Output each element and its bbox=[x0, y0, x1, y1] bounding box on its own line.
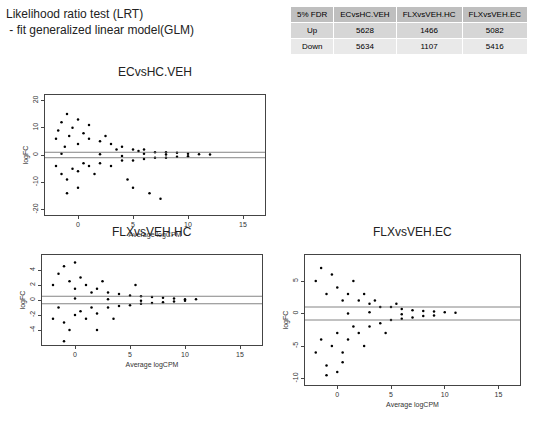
html-text:5% FDR: 5% FDR bbox=[297, 10, 328, 19]
svg-text:10: 10 bbox=[441, 391, 449, 398]
svg-text:10: 10 bbox=[32, 123, 39, 131]
html-text:5082: 5082 bbox=[485, 26, 504, 35]
svg-text:-4: -4 bbox=[29, 326, 36, 332]
html-text:5634: 5634 bbox=[356, 42, 374, 51]
svg-text:10: 10 bbox=[181, 351, 189, 358]
svg-text:5: 5 bbox=[131, 221, 135, 228]
svg-text:-5: -5 bbox=[292, 342, 299, 348]
svg-text:2: 2 bbox=[29, 282, 36, 286]
svg-text:0: 0 bbox=[76, 221, 80, 228]
svg-text:5: 5 bbox=[292, 278, 299, 282]
svg-text:5: 5 bbox=[128, 351, 132, 358]
html-text:Likelihood ratio test (LRT): Likelihood ratio test (LRT) bbox=[6, 7, 144, 21]
svg-text:ECvsHC.VEH: ECvsHC.VEH bbox=[118, 65, 192, 79]
html-text:- fit generalized linear model: - fit generalized linear model(GLM) bbox=[6, 23, 195, 37]
html-text:1466: 1466 bbox=[420, 26, 438, 35]
svg-text:FLXvsVEH.EC: FLXvsVEH.EC bbox=[373, 225, 452, 239]
svg-text:0: 0 bbox=[292, 310, 299, 314]
html-text:1107: 1107 bbox=[420, 42, 438, 51]
svg-text:-10: -10 bbox=[32, 176, 39, 186]
html-text:Down: Down bbox=[301, 42, 323, 51]
svg-text:15: 15 bbox=[236, 351, 244, 358]
html-text:ECvsHC.VEH: ECvsHC.VEH bbox=[340, 10, 390, 19]
html-text:5416: 5416 bbox=[485, 42, 504, 51]
svg-text:0: 0 bbox=[32, 152, 39, 156]
svg-text:4: 4 bbox=[29, 267, 36, 271]
svg-text:Average logCPM: Average logCPM bbox=[129, 231, 182, 239]
svg-text:-10: -10 bbox=[292, 372, 299, 382]
svg-text:Average logCPM: Average logCPM bbox=[126, 361, 179, 369]
svg-text:FLXvsVEH.HC: FLXvsVEH.HC bbox=[112, 225, 192, 239]
svg-text:logFC: logFC bbox=[22, 146, 30, 165]
svg-text:0: 0 bbox=[73, 351, 77, 358]
svg-text:20: 20 bbox=[32, 95, 39, 103]
svg-text:-2: -2 bbox=[29, 311, 36, 317]
svg-text:5: 5 bbox=[389, 391, 393, 398]
html-text:Up: Up bbox=[307, 26, 318, 35]
svg-text:15: 15 bbox=[495, 391, 503, 398]
svg-text:0: 0 bbox=[29, 297, 36, 301]
svg-text:logFC: logFC bbox=[282, 311, 290, 330]
svg-text:15: 15 bbox=[239, 221, 247, 228]
svg-text:10: 10 bbox=[184, 221, 192, 228]
svg-text:Average logCPM: Average logCPM bbox=[386, 401, 439, 409]
svg-text:0: 0 bbox=[335, 391, 339, 398]
html-text:FLXvsVEH.EC: FLXvsVEH.EC bbox=[468, 10, 521, 19]
svg-text:logFC: logFC bbox=[19, 291, 27, 310]
html-text:5628: 5628 bbox=[356, 26, 374, 35]
svg-text:-20: -20 bbox=[32, 203, 39, 213]
html-text:FLXvsVEH.HC: FLXvsVEH.HC bbox=[402, 10, 456, 19]
